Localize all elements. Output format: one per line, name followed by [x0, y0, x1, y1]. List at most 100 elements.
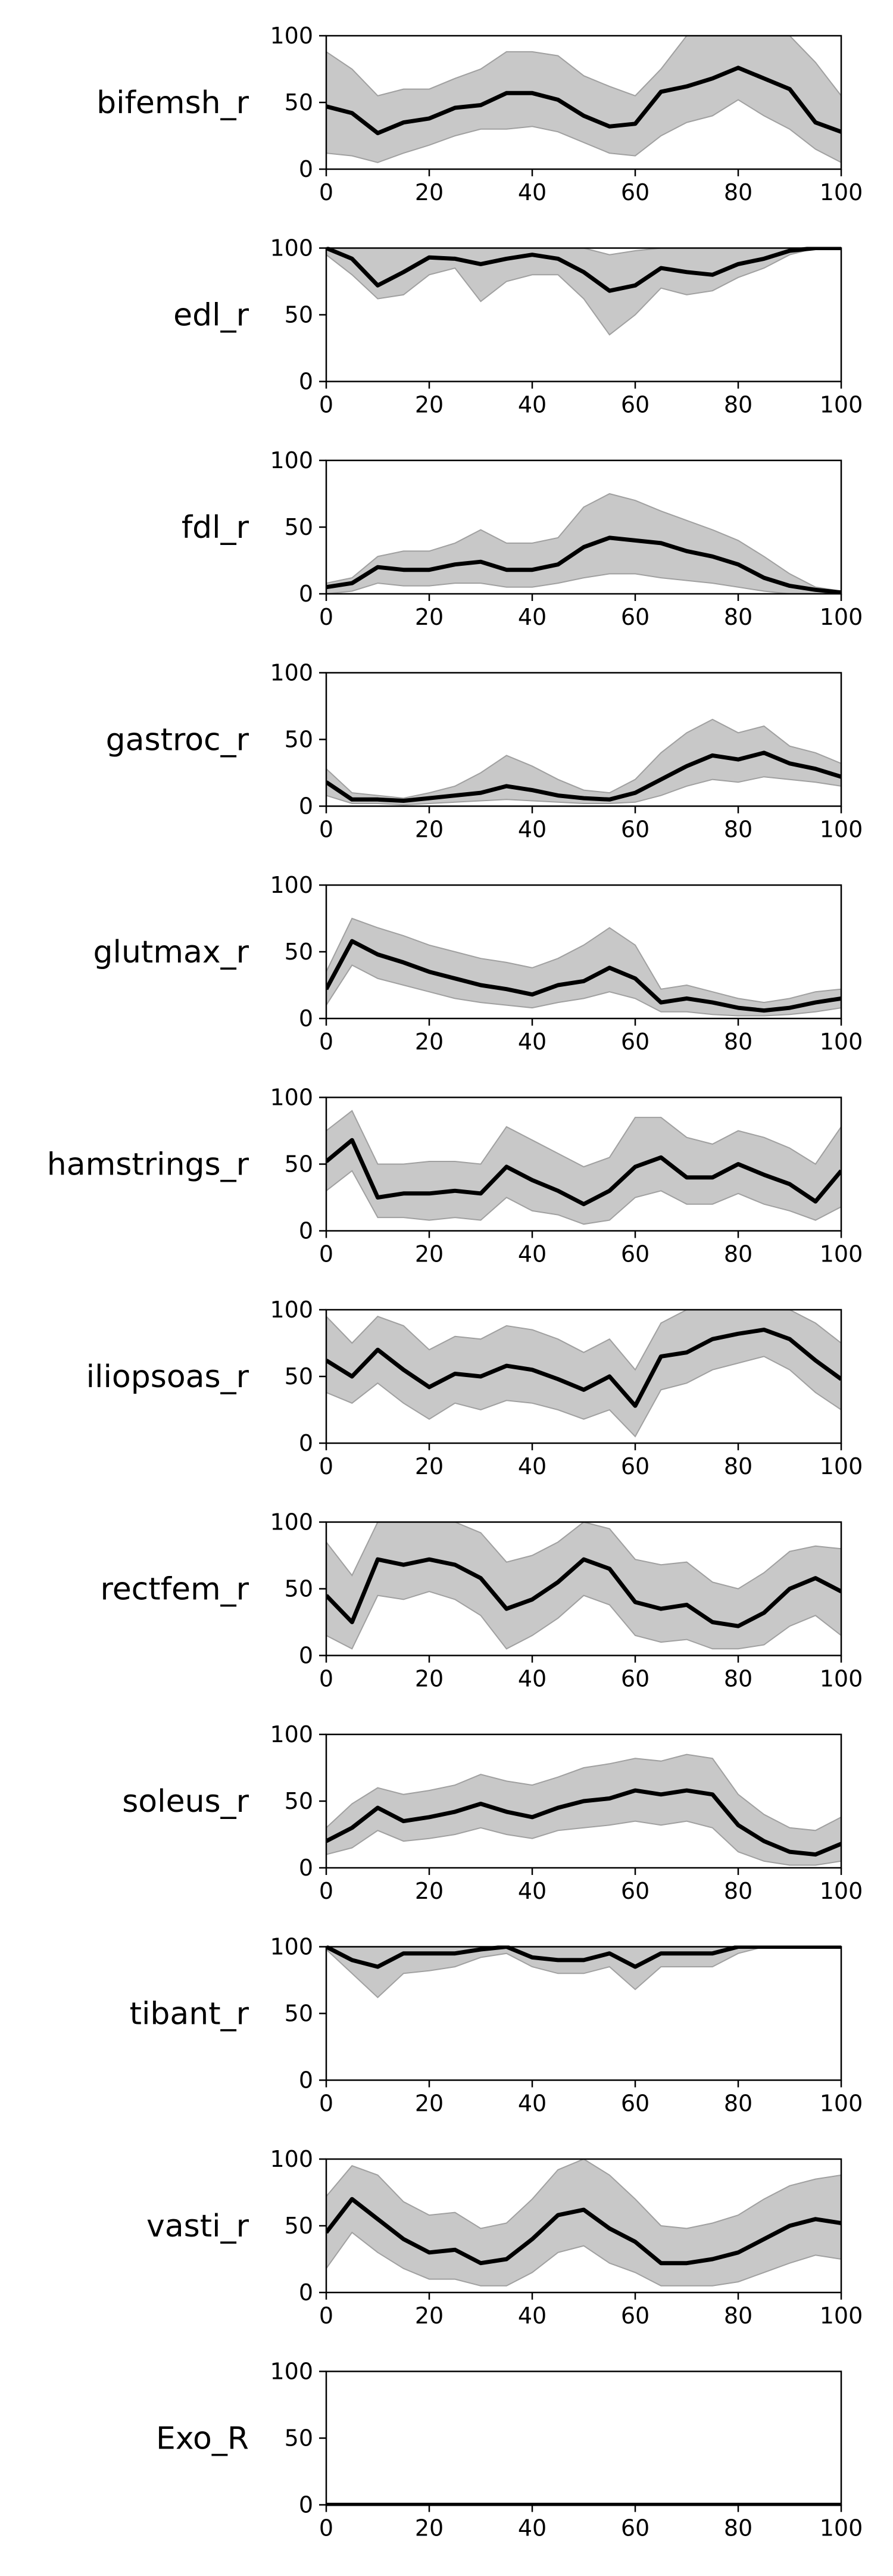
x-tick-label: 80: [724, 1453, 753, 1479]
x-tick-label: 100: [820, 2515, 863, 2541]
x-tick-label: 80: [724, 392, 753, 418]
x-tick-label: 20: [415, 2303, 444, 2329]
x-tick-label: 0: [319, 2091, 333, 2117]
y-tick-label: 0: [299, 156, 313, 182]
panel-iliopsoas_r: 0 20 40 60 80 100 0 50 100 iliopsoas_r: [86, 1297, 863, 1479]
x-tick-label: 20: [415, 2515, 444, 2541]
panel-fdl_r: 0 20 40 60 80 100 0 50 100 fdl_r: [182, 447, 863, 630]
y-tick-label: 100: [270, 872, 313, 898]
x-tick-label: 20: [415, 1453, 444, 1479]
panel-label: hamstrings_r: [47, 1147, 249, 1183]
sd-band: [326, 1521, 841, 1650]
x-tick-label: 100: [820, 1878, 863, 1904]
panel-label: edl_r: [173, 298, 249, 334]
y-tick-label: 0: [299, 1430, 313, 1456]
y-tick-label: 100: [270, 1509, 313, 1535]
x-tick-label: 0: [319, 179, 333, 205]
y-tick-label: 0: [299, 1005, 313, 1032]
axes-frame: [325, 2371, 842, 2506]
x-tick-label: 0: [319, 604, 333, 630]
mean-line: [326, 66, 841, 135]
panel-data: [326, 1753, 841, 1866]
panel-data: [326, 493, 841, 595]
x-tick-label: 100: [820, 2303, 863, 2329]
y-tick-label: 50: [285, 939, 313, 965]
y-tick-label: 0: [299, 2492, 313, 2518]
x-tick-label: 60: [621, 2515, 650, 2541]
x-tick-label: 60: [621, 1453, 650, 1479]
panel-label: bifemsh_r: [96, 85, 249, 121]
x-tick-label: 20: [415, 1878, 444, 1904]
y-tick-label: 50: [285, 2001, 313, 2027]
sd-band: [326, 917, 841, 1017]
x-tick-label: 20: [415, 2091, 444, 2117]
x-tick-label: 0: [319, 392, 333, 418]
x-tick-label: 0: [319, 1453, 333, 1479]
x-tick-label: 40: [518, 1666, 547, 1692]
y-tick-label: 50: [285, 1576, 313, 1602]
sd-band: [326, 718, 841, 806]
panel-gastroc_r: 0 20 40 60 80 100 0 50 100 gastroc_r: [106, 660, 863, 843]
x-tick-label: 80: [724, 1029, 753, 1055]
panel-data: [326, 1309, 841, 1438]
y-tick-label: 50: [285, 1151, 313, 1178]
mean-line: [326, 1328, 841, 1408]
y-tick-label: 50: [285, 1363, 313, 1390]
x-tick-label: 40: [518, 1241, 547, 1267]
panel-label: Exo_R: [156, 2421, 249, 2457]
x-tick-label: 60: [621, 1241, 650, 1267]
x-tick-label: 100: [820, 1453, 863, 1479]
mean-line: [326, 247, 841, 293]
x-tick-label: 80: [724, 2091, 753, 2117]
x-tick-label: 40: [518, 1453, 547, 1479]
x-tick-label: 80: [724, 817, 753, 843]
panel-label: iliopsoas_r: [86, 1359, 249, 1395]
sd-band: [326, 1110, 841, 1225]
x-tick-label: 60: [621, 604, 650, 630]
x-tick-label: 60: [621, 2091, 650, 2117]
x-tick-label: 40: [518, 817, 547, 843]
panel-rectfem_r: 0 20 40 60 80 100 0 50 100 rectfem_r: [100, 1509, 863, 1692]
y-tick-label: 0: [299, 1218, 313, 1244]
sd-band: [326, 247, 841, 336]
panel-data: [326, 917, 841, 1017]
x-tick-label: 0: [319, 1666, 333, 1692]
panel-hamstrings_r: 0 20 40 60 80 100 0 50 100 hamstrings_r: [47, 1085, 863, 1267]
panel-data: [326, 718, 841, 806]
x-tick-label: 20: [415, 1666, 444, 1692]
x-tick-label: 100: [820, 604, 863, 630]
panel-glutmax_r: 0 20 40 60 80 100 0 50 100 glutmax_r: [93, 872, 863, 1055]
panel-label: soleus_r: [122, 1784, 249, 1820]
y-tick-label: 50: [285, 2425, 313, 2452]
mean-line: [326, 2197, 841, 2266]
x-tick-label: 100: [820, 2091, 863, 2117]
panel-label: glutmax_r: [93, 935, 249, 970]
y-tick-label: 50: [285, 727, 313, 753]
panel-label: rectfem_r: [100, 1572, 249, 1608]
panel-data: [326, 1521, 841, 1650]
panel-data: [326, 35, 841, 163]
panel-bifemsh_r: 0 20 40 60 80 100 0 50 100 bifemsh_r: [96, 23, 863, 205]
y-tick-label: 100: [270, 23, 313, 49]
x-tick-label: 60: [621, 392, 650, 418]
panel-soleus_r: 0 20 40 60 80 100 0 50 100 soleus_r: [122, 1721, 863, 1904]
x-tick-label: 20: [415, 179, 444, 205]
panel-data: [326, 247, 841, 336]
x-tick-label: 80: [724, 1878, 753, 1904]
x-tick-label: 0: [319, 2515, 333, 2541]
x-tick-label: 60: [621, 1029, 650, 1055]
x-tick-label: 60: [621, 817, 650, 843]
panel-label: fdl_r: [182, 510, 249, 546]
panel-data: [326, 1945, 841, 1998]
x-tick-label: 80: [724, 2515, 753, 2541]
mean-line: [326, 535, 841, 595]
x-tick-label: 100: [820, 1666, 863, 1692]
mean-line: [326, 939, 841, 1013]
x-tick-label: 60: [621, 1878, 650, 1904]
x-tick-label: 0: [319, 817, 333, 843]
x-tick-label: 40: [518, 2091, 547, 2117]
x-tick-label: 60: [621, 2303, 650, 2329]
y-tick-label: 0: [299, 369, 313, 395]
